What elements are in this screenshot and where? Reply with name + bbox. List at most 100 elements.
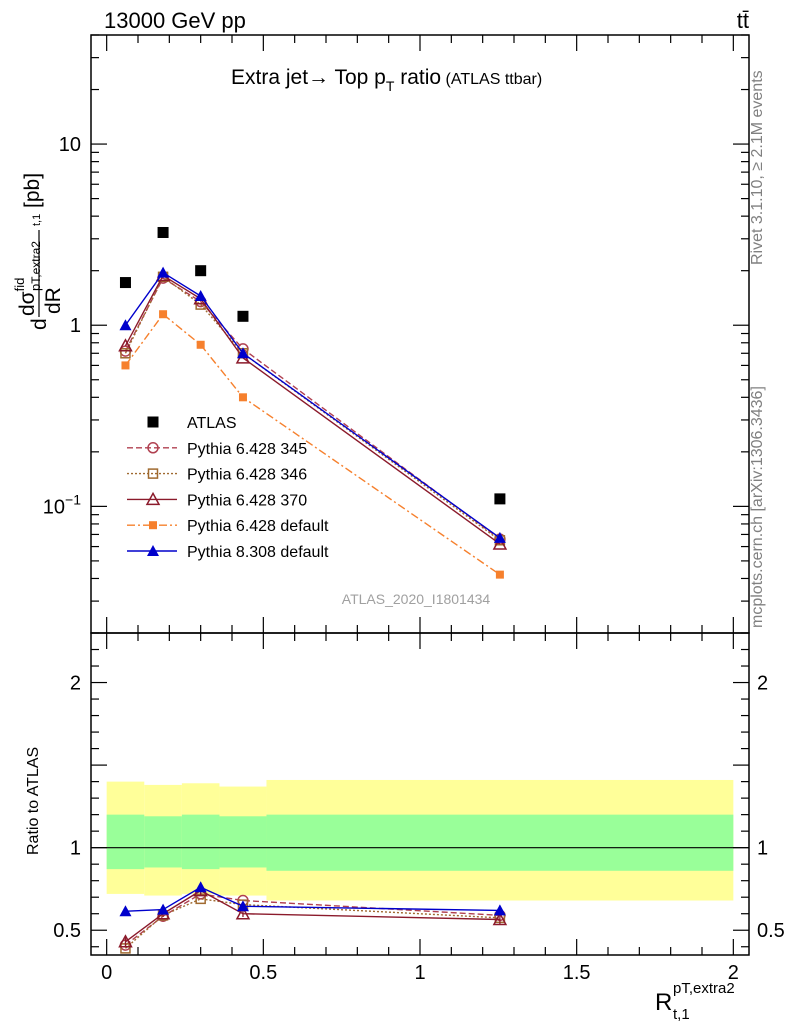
ratio-point (492, 911, 508, 926)
svg-text:dR: dR (42, 287, 65, 314)
ratio-y-tick-label-right: 0.5 (757, 920, 785, 942)
legend-label: Pythia 6.428 default (187, 518, 329, 535)
series-p370 (118, 267, 508, 550)
x-tick-label: 1 (414, 962, 425, 984)
legend-entry: Pythia 6.428 370 (127, 491, 307, 509)
ratio-y-tick-label: 2 (70, 673, 81, 695)
ratio-point (119, 905, 132, 917)
svg-text:R: R (655, 989, 672, 1016)
svg-text:t,1: t,1 (31, 214, 43, 226)
ratio-point (235, 906, 251, 920)
series-point (159, 310, 168, 319)
ylabel-fid: fid (12, 278, 27, 292)
ylabel-dsigma: dσ (16, 291, 39, 316)
ratio-point (157, 903, 170, 915)
atlas-point (494, 493, 506, 505)
ratio-series-p8def (119, 881, 506, 917)
ratio-y-tick-label-right: 2 (757, 673, 768, 695)
x-tick-label: 0.5 (249, 962, 277, 984)
y-tick-label: 10−1 (43, 491, 81, 518)
atlas-point (237, 310, 249, 322)
ratio-ticks: 0 0.5 1 1.5 2 0.5 0.5 1 1 2 2 (53, 633, 785, 984)
band-inner-bin (106, 814, 145, 870)
legend: ATLAS Pythia 6.428 345 Pythia 6.428 346 Pyt… (127, 415, 329, 561)
ratio-point (236, 900, 249, 912)
ratio-y-tick-label: 1 (70, 838, 81, 860)
series-p8def (119, 266, 506, 543)
legend-label: Pythia 8.308 default (187, 544, 329, 561)
legend-label: ATLAS (187, 415, 237, 432)
series-p6def (121, 310, 504, 579)
main-ticks: 10−1 1 10 (43, 34, 749, 634)
ratio-point (118, 934, 133, 948)
series-point (157, 266, 170, 278)
series-line (124, 275, 501, 541)
band-inner-bin (219, 816, 267, 868)
ylabel-d: d (28, 318, 51, 330)
ratio-panel-content (91, 779, 749, 954)
legend-marker (147, 416, 159, 428)
series-atlas (119, 226, 506, 505)
svg-text:pT,extra2: pT,extra2 (28, 241, 43, 291)
legend-marker (147, 468, 159, 479)
legend-label: Pythia 6.428 345 (187, 441, 307, 458)
y-tick-label: 1 (70, 315, 81, 337)
svg-text:[pb]: [pb] (21, 173, 44, 208)
y-tick-label: 10 (59, 134, 81, 156)
process-label: tt̄ (737, 8, 749, 33)
series-line (124, 313, 501, 576)
legend-entry: Pythia 6.428 346 (127, 467, 307, 484)
legend-marker (147, 442, 159, 454)
band-inner-bin (181, 814, 220, 870)
xlabel-R: R (655, 989, 672, 1016)
series-point (495, 570, 504, 579)
y-axis-label: d dσfid dR pT,extra2 t,1 [pb] (12, 173, 65, 330)
legend-marker (145, 491, 161, 506)
legend-marker (149, 521, 157, 530)
series-line (124, 271, 501, 539)
ylabel-dR: dR (42, 287, 65, 314)
series-point (236, 347, 249, 359)
ylabel-unit: [pb] (21, 173, 44, 208)
plot-title: Extra jet→ Top pT ratio (ATLAS ttbar) (231, 66, 542, 94)
ratio-axis-label: Ratio to ATLAS (25, 747, 42, 855)
ratio-point (493, 904, 506, 916)
legend-entry: Pythia 8.308 default (127, 544, 329, 561)
plot-title-note: (ATLAS ttbar) (441, 71, 542, 88)
mcplots-label: mcplots.cern.ch [arXiv:1306.3436] (749, 386, 766, 628)
ratio-panel: 0 0.5 1 1.5 2 0.5 0.5 1 1 2 2 (53, 632, 785, 984)
ratio-series-p346 (120, 893, 506, 954)
plot-title-after: ratio (394, 66, 441, 89)
x-axis-label: R pT,extra2 t,1 (655, 980, 735, 1023)
svg-text:t,1: t,1 (673, 1006, 690, 1023)
series-point (238, 393, 247, 402)
x-tick-label: 2 (728, 962, 739, 984)
main-panel-content (118, 226, 508, 579)
band-inner-bin (144, 816, 182, 868)
legend-marker (147, 545, 159, 556)
rivet-version-label: Rivet 3.1.10, ≥ 2.1M events (749, 70, 766, 265)
ratio-y-tick-label: 0.5 (53, 920, 81, 942)
legend-entry: ATLAS (147, 415, 237, 432)
series-point (196, 340, 205, 349)
analysis-label: ATLAS_2020_I1801434 (342, 591, 491, 607)
xlabel-sub: t,1 (673, 1006, 690, 1023)
atlas-point (119, 277, 131, 289)
series-point (492, 536, 508, 550)
series-point (121, 361, 130, 370)
x-tick-label: 0 (101, 962, 112, 984)
series-point (194, 289, 207, 301)
legend-entry: Pythia 6.428 default (127, 518, 329, 535)
energy-label: 13000 GeV pp (104, 8, 246, 33)
atlas-point (195, 265, 207, 277)
svg-text:dσfid: dσfid (12, 278, 39, 316)
ratio-line (125, 898, 500, 949)
ylabel-sub-T: T,extra2 (29, 241, 43, 284)
series-point (120, 348, 131, 359)
plot-title-sub: T (386, 78, 395, 94)
legend-entry: Pythia 6.428 345 (127, 441, 307, 458)
xlabel-sup: pT,extra2 (673, 980, 735, 997)
ylabel-sub-t1: t,1 (31, 214, 43, 226)
x-tick-label: 1.5 (563, 962, 591, 984)
